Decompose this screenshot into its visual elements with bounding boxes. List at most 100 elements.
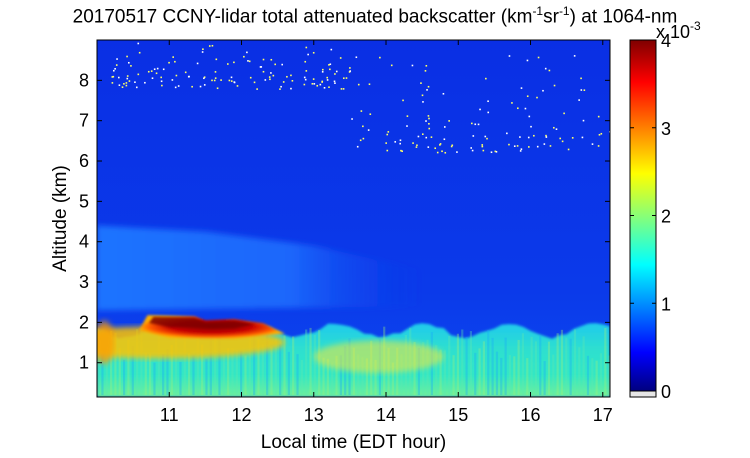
noise-speckle <box>583 89 586 91</box>
streak <box>539 336 542 395</box>
streak <box>582 336 585 395</box>
streak <box>270 346 273 395</box>
streak <box>296 354 299 395</box>
noise-speckle <box>147 70 150 73</box>
noise-speckle <box>412 142 414 144</box>
noise-speckle <box>326 76 329 79</box>
streak <box>552 354 555 395</box>
noise-speckle <box>484 135 487 138</box>
streak <box>209 337 212 395</box>
noise-speckle <box>264 79 267 81</box>
streak <box>322 357 325 395</box>
noise-speckle <box>591 143 594 145</box>
noise-speckle <box>335 70 338 73</box>
enhanced-aerosol-patch <box>313 340 444 373</box>
noise-speckle <box>174 60 176 63</box>
noise-speckle <box>426 89 428 91</box>
noise-speckle <box>118 84 121 86</box>
chart-title: 20170517 CCNY-lidar total attenuated bac… <box>72 4 678 28</box>
noise-speckle <box>436 151 439 154</box>
streak <box>149 353 152 395</box>
streak <box>357 354 360 395</box>
noise-speckle <box>368 83 371 86</box>
noise-speckle <box>211 79 213 82</box>
streak <box>192 355 195 395</box>
noise-speckle <box>116 58 118 60</box>
x-tick-label: 11 <box>160 405 179 425</box>
noise-speckle <box>329 63 332 66</box>
colorbar-exponent: x 10-3 <box>656 19 701 42</box>
noise-speckle <box>216 87 219 90</box>
noise-speckle <box>203 84 206 86</box>
noise-speckle <box>443 126 446 128</box>
streak <box>439 349 442 395</box>
noise-speckle <box>316 84 319 87</box>
noise-speckle <box>334 73 336 75</box>
streak <box>560 329 564 395</box>
streak <box>448 335 451 395</box>
noise-speckle <box>367 129 370 131</box>
noise-speckle <box>519 136 521 138</box>
noise-speckle <box>259 66 262 68</box>
noise-speckle <box>537 56 540 59</box>
streak <box>287 351 290 395</box>
streak <box>361 357 364 395</box>
noise-speckle <box>545 136 548 138</box>
noise-speckle <box>137 42 140 45</box>
noise-speckle <box>545 134 547 137</box>
noise-speckle <box>543 143 546 145</box>
noise-speckle <box>508 143 510 146</box>
noise-speckle <box>555 128 558 130</box>
noise-speckle <box>334 82 336 84</box>
noise-speckle <box>135 86 138 89</box>
noise-speckle <box>536 96 538 99</box>
noise-speckle <box>421 133 424 135</box>
streak <box>114 332 117 395</box>
noise-speckle <box>427 115 430 117</box>
y-axis-label: Altitude (km) <box>50 165 71 272</box>
streak <box>569 338 572 395</box>
noise-speckle <box>360 110 363 112</box>
noise-speckle <box>203 77 205 80</box>
noise-speckle <box>126 77 129 80</box>
noise-speckle <box>369 113 372 116</box>
streak <box>478 348 481 395</box>
streak <box>218 328 221 395</box>
streak <box>123 359 126 395</box>
streak <box>578 347 581 395</box>
noise-speckle <box>401 150 404 153</box>
noise-speckle <box>494 150 497 153</box>
streak <box>227 348 230 395</box>
streak <box>240 350 243 395</box>
noise-speckle <box>274 63 276 66</box>
noise-speckle <box>184 71 187 74</box>
noise-speckle <box>172 56 174 58</box>
noise-speckle <box>156 67 159 70</box>
streak <box>331 362 334 395</box>
noise-speckle <box>286 75 288 78</box>
noise-speckle <box>520 87 523 89</box>
noise-speckle <box>490 151 493 154</box>
noise-speckle <box>312 78 315 80</box>
noise-speckle <box>427 146 430 148</box>
noise-speckle <box>115 64 118 66</box>
streak <box>300 359 303 395</box>
streak <box>162 354 165 395</box>
colorbar-tick-label: 3 <box>661 119 671 139</box>
noise-speckle <box>424 70 427 72</box>
streak <box>153 362 156 395</box>
noise-speckle <box>495 150 498 153</box>
noise-speckle <box>357 83 360 86</box>
streak <box>127 339 130 395</box>
noise-speckle <box>356 145 359 148</box>
streak <box>547 341 551 395</box>
colorbar-tick-label: 2 <box>661 207 671 227</box>
noise-speckle <box>399 139 402 142</box>
streak <box>482 341 486 395</box>
streak <box>131 346 134 395</box>
noise-speckle <box>113 69 115 72</box>
streak <box>201 344 204 395</box>
noise-speckle <box>548 69 551 72</box>
noise-speckle <box>201 51 204 53</box>
noise-speckle <box>561 140 564 143</box>
